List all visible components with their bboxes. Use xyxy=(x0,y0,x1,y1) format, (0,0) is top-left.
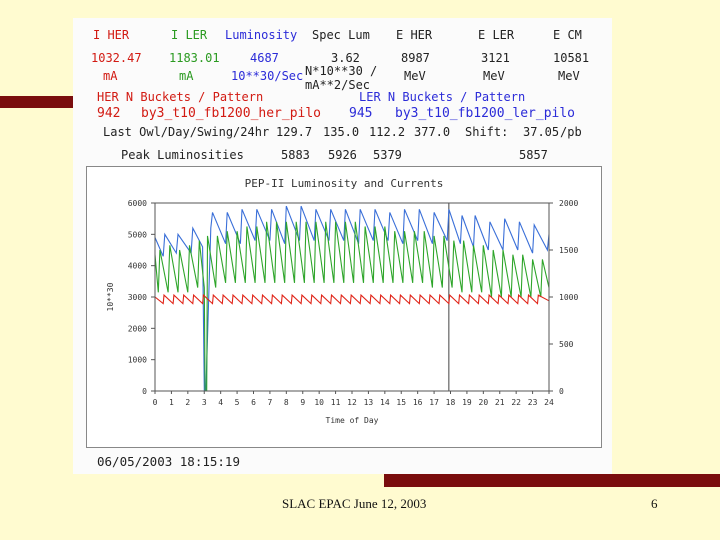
last-swing-value: 112.2 xyxy=(369,125,406,139)
y2-tick-label: 0 xyxy=(559,387,564,396)
her-pattern-value: by3_t10_fb1200_her_pilo xyxy=(141,106,322,121)
her-current-series-line xyxy=(154,221,550,392)
col-title-i-ler: I LER xyxy=(171,28,208,42)
y-tick-label: 3000 xyxy=(128,293,147,302)
last-owl-label: Last Owl/Day/Swing/24hr xyxy=(103,125,270,139)
x-tick-label: 17 xyxy=(429,398,439,407)
x-tick-label: 12 xyxy=(347,398,357,407)
unit-spec-lum-line2: mA**2/Sec xyxy=(305,78,371,92)
x-tick-label: 22 xyxy=(511,398,521,407)
shift-value: 37.05 xyxy=(523,125,560,139)
x-tick-label: 8 xyxy=(284,398,289,407)
x-axis-label: Time of Day xyxy=(326,416,379,425)
decorative-bar-right xyxy=(384,474,720,487)
x-tick-label: 0 xyxy=(153,398,158,407)
x-tick-label: 20 xyxy=(479,398,489,407)
luminosity-currents-chart: 0100020003000400050006000050010001500200… xyxy=(106,177,578,425)
y-axis-label: 10**30 xyxy=(106,282,115,311)
x-tick-label: 9 xyxy=(300,398,305,407)
y-tick-label: 4000 xyxy=(128,262,147,271)
y2-tick-label: 1500 xyxy=(559,246,578,255)
x-tick-label: 19 xyxy=(462,398,472,407)
unit-spec-lum-line1: N*10**30 / xyxy=(305,64,378,78)
ler-pattern-value: by3_t10_fb1200_ler_pilo xyxy=(395,106,576,121)
her-buckets-value: 942 xyxy=(97,106,121,121)
unit-luminosity: 10**30/Sec xyxy=(231,69,304,83)
peak-value-1: 5883 xyxy=(281,148,310,162)
page-number: 6 xyxy=(651,496,658,511)
col-title-i-her: I HER xyxy=(93,28,130,42)
peak-luminosities-label: Peak Luminosities xyxy=(121,148,244,162)
shift-unit: /pb xyxy=(560,125,582,139)
x-tick-label: 13 xyxy=(364,398,374,407)
x-tick-label: 24 xyxy=(544,398,554,407)
value-e-cm: 10581 xyxy=(553,51,590,65)
col-title-spec-lum: Spec Lum xyxy=(312,28,370,42)
x-tick-label: 4 xyxy=(218,398,223,407)
slide-footer: SLAC EPAC June 12, 2003 xyxy=(282,496,427,511)
chart-title: PEP-II Luminosity and Currents xyxy=(245,177,444,190)
y2-tick-label: 500 xyxy=(559,340,574,349)
x-tick-label: 6 xyxy=(251,398,256,407)
x-tick-label: 1 xyxy=(169,398,174,407)
value-i-ler: 1183.01 xyxy=(169,51,220,65)
pep-ii-status-panel: I HER I LER Luminosity Spec Lum E HER E … xyxy=(73,18,612,474)
x-tick-label: 7 xyxy=(268,398,273,407)
value-e-her: 8987 xyxy=(401,51,430,65)
col-title-luminosity: Luminosity xyxy=(225,28,298,42)
last-day-value: 135.0 xyxy=(323,125,360,139)
luminosity-series-line xyxy=(154,205,550,392)
y-tick-label: 1000 xyxy=(128,356,147,365)
value-i-her: 1032.47 xyxy=(91,51,142,65)
unit-i-her: mA xyxy=(103,69,118,83)
her-buckets-label: HER N Buckets / Pattern xyxy=(97,90,264,104)
value-luminosity: 4687 xyxy=(250,51,279,65)
unit-i-ler: mA xyxy=(179,69,194,83)
col-title-e-cm: E CM xyxy=(553,28,582,42)
ler-buckets-value: 945 xyxy=(349,106,373,121)
peak-value-2: 5926 xyxy=(328,148,357,162)
x-tick-label: 14 xyxy=(380,398,390,407)
unit-e-her: MeV xyxy=(404,69,426,83)
col-title-e-her: E HER xyxy=(396,28,433,42)
x-tick-label: 21 xyxy=(495,398,505,407)
x-tick-label: 2 xyxy=(185,398,190,407)
decorative-bar-left xyxy=(0,96,74,108)
last-24hr-value: 377.0 xyxy=(414,125,451,139)
y2-tick-label: 2000 xyxy=(559,199,578,208)
y-tick-label: 5000 xyxy=(128,230,147,239)
ler-current-series-line xyxy=(154,293,550,305)
shift-label: Shift: xyxy=(465,125,509,139)
chart-frame: 0 1000 2000 3000 4000 5000 6000 0 500 1000 1500 200… xyxy=(86,166,602,448)
unit-e-cm: MeV xyxy=(558,69,580,83)
value-spec-lum: 3.62 xyxy=(331,51,360,65)
y2-tick-label: 1000 xyxy=(559,293,578,302)
x-tick-label: 3 xyxy=(202,398,207,407)
y-tick-label: 2000 xyxy=(128,324,147,333)
x-tick-label: 16 xyxy=(413,398,423,407)
x-tick-label: 15 xyxy=(396,398,406,407)
x-tick-label: 11 xyxy=(331,398,341,407)
x-tick-label: 10 xyxy=(314,398,324,407)
y-tick-label: 6000 xyxy=(128,199,147,208)
ler-buckets-label: LER N Buckets / Pattern xyxy=(359,90,526,104)
x-tick-label: 23 xyxy=(528,398,538,407)
peak-value-3: 5379 xyxy=(373,148,402,162)
unit-e-ler: MeV xyxy=(483,69,505,83)
x-tick-label: 18 xyxy=(446,398,456,407)
peak-value-4: 5857 xyxy=(519,148,548,162)
date-stamp: 06/05/2003 18:15:19 xyxy=(97,454,240,469)
col-title-e-ler: E LER xyxy=(478,28,515,42)
x-tick-label: 5 xyxy=(235,398,240,407)
value-e-ler: 3121 xyxy=(481,51,510,65)
last-owl-value: 129.7 xyxy=(276,125,313,139)
y-tick-label: 0 xyxy=(142,387,147,396)
